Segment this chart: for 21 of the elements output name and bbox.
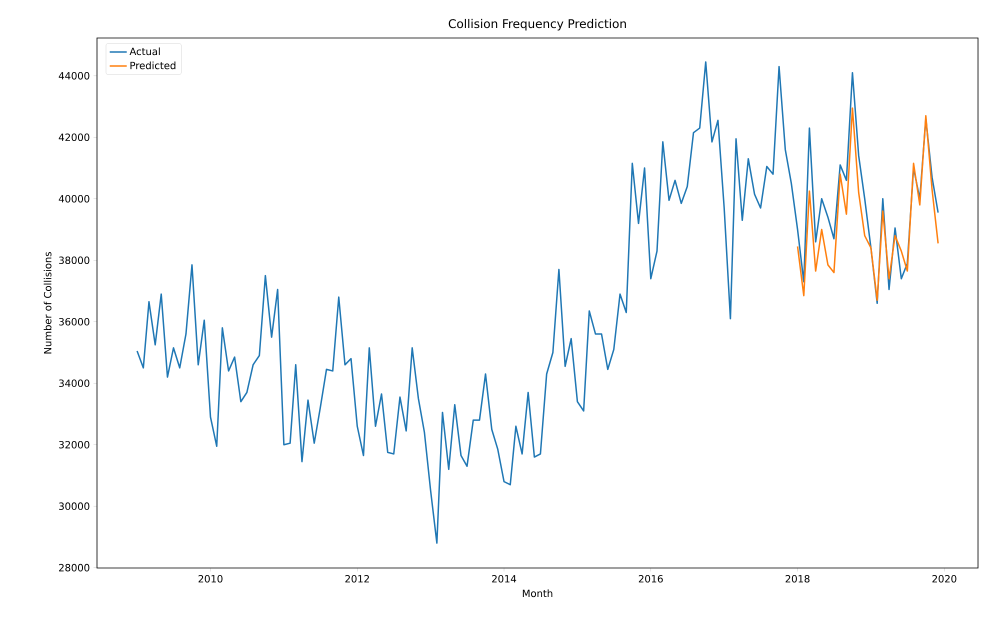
x-tick-label: 2018 bbox=[786, 575, 810, 583]
x-axis-title: Month bbox=[522, 589, 552, 598]
line-series bbox=[796, 107, 939, 301]
y-tick-label: 40000 bbox=[58, 195, 90, 203]
y-tick-label: 34000 bbox=[59, 379, 90, 388]
y-tick-label: 28000 bbox=[59, 564, 90, 572]
y-axis-title: Number of Collisions bbox=[44, 252, 52, 354]
legend-label: Actual bbox=[130, 47, 160, 56]
y-tick-label: 30000 bbox=[59, 502, 90, 510]
x-tick-label: 2016 bbox=[638, 575, 663, 583]
x-tick-label: 2014 bbox=[492, 575, 516, 583]
y-tick-label: 44000 bbox=[58, 72, 90, 80]
y-tick-label: 38000 bbox=[59, 256, 90, 264]
chart-title: Collision Frequency Prediction bbox=[448, 18, 626, 30]
legend-label: Predicted bbox=[130, 62, 176, 70]
y-tick-label: 32000 bbox=[59, 440, 90, 448]
x-tick-label: 2010 bbox=[198, 575, 223, 583]
x-tick-label: 2012 bbox=[345, 575, 369, 583]
x-tick-label: 2020 bbox=[932, 575, 956, 583]
y-tick-label: 42000 bbox=[58, 134, 90, 142]
y-tick-label: 36000 bbox=[59, 318, 90, 326]
